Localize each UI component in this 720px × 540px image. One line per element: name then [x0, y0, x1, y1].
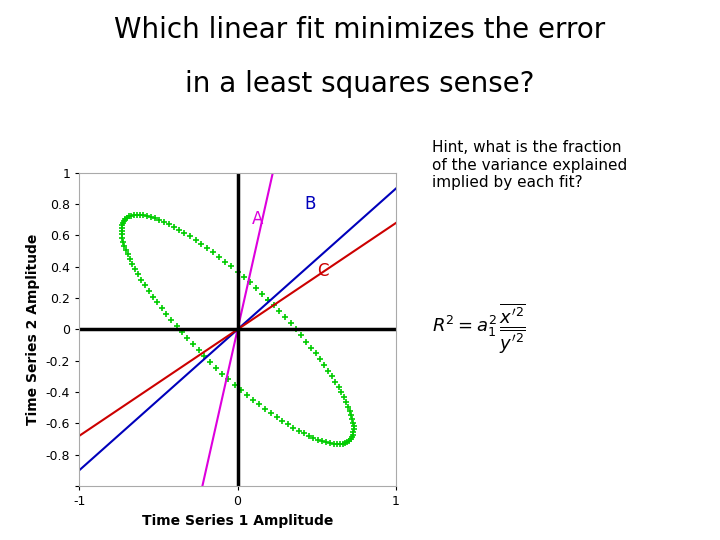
Text: Which linear fit minimizes the error: Which linear fit minimizes the error — [114, 16, 606, 44]
Text: A: A — [252, 211, 264, 228]
Text: B: B — [304, 195, 315, 213]
Text: Hint, what is the fraction
of the variance explained
implied by each fit?: Hint, what is the fraction of the varian… — [432, 140, 627, 190]
X-axis label: Time Series 1 Amplitude: Time Series 1 Amplitude — [142, 514, 333, 528]
Text: in a least squares sense?: in a least squares sense? — [185, 70, 535, 98]
Text: $R^2= a_1^2\,\dfrac{\overline{x'^2}}{\overline{y'^2}}$: $R^2= a_1^2\,\dfrac{\overline{x'^2}}{\ov… — [432, 302, 526, 356]
Y-axis label: Time Series 2 Amplitude: Time Series 2 Amplitude — [26, 234, 40, 425]
Text: C: C — [317, 262, 328, 280]
